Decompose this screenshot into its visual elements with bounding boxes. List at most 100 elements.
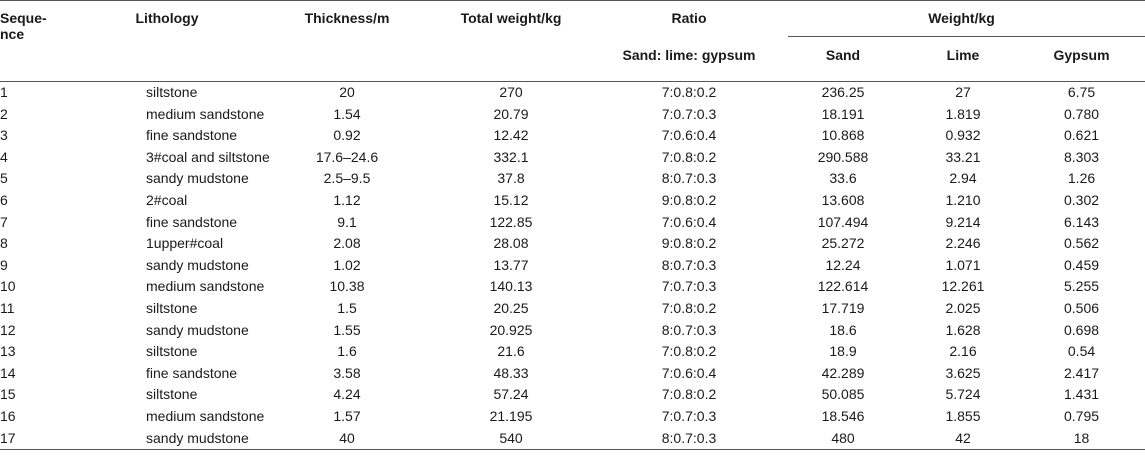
cell-gypsum: 0.698 — [1063, 321, 1100, 338]
cell-sequence: 14 — [0, 364, 16, 381]
header-ratio: Ratio — [671, 10, 707, 26]
cell-total-weight: 37.8 — [497, 170, 525, 187]
cell-total-weight: 332.1 — [493, 148, 529, 165]
cell-lithology: 1upper#coal — [146, 235, 224, 252]
cell-sand: 122.614 — [817, 278, 869, 295]
cell-gypsum: 0.459 — [1063, 256, 1100, 273]
cell-thickness: 1.54 — [333, 105, 361, 122]
header-sand: Sand — [825, 47, 861, 63]
cell-sequence: 6 — [0, 191, 8, 208]
cell-lithology: fine sandstone — [146, 127, 238, 144]
cell-sand: 33.6 — [829, 170, 857, 187]
cell-thickness: 0.92 — [333, 127, 361, 144]
cell-total-weight: 540 — [422, 427, 600, 451]
cell-thickness: 1.55 — [333, 321, 361, 338]
cell-gypsum: 6.75 — [1067, 84, 1096, 100]
cell-ratio: 7:0.7:0.3 — [661, 278, 717, 295]
cell-ratio: 9:0.8:0.2 — [661, 235, 717, 252]
table-row: 17 sandy mudstone 40 540 8:0.7:0.3 480 42 18 — [0, 427, 1145, 451]
cell-sequence: 8 — [0, 235, 8, 252]
cell-lithology: 2#coal — [146, 191, 188, 208]
cell-thickness: 1.02 — [333, 256, 361, 273]
table-row: 4 3#coal and siltstone 17.6–24.6 332.1 7:0.8… — [0, 147, 1145, 169]
cell-lime: 9.214 — [945, 213, 981, 230]
cell-lithology: 3#coal and siltstone — [146, 148, 270, 165]
cell-sand: 18.6 — [829, 321, 857, 338]
table-header: Seque-nce Lithology Thickness/m Total we… — [0, 0, 1145, 82]
cell-lithology: medium sandstone — [146, 278, 265, 295]
cell-sequence: 16 — [0, 407, 16, 424]
cell-gypsum: 8.303 — [1063, 148, 1100, 165]
cell-sand: 18.191 — [821, 105, 865, 122]
cell-ratio: 7:0.8:0.2 — [661, 299, 717, 316]
cell-total-weight: 20.25 — [493, 299, 529, 316]
cell-lithology: fine sandstone — [146, 364, 238, 381]
table-row: 11 siltstone 1.5 20.25 7:0.8:0.2 17.719 2.025 0… — [0, 298, 1145, 320]
cell-lime: 2.246 — [945, 235, 981, 252]
table-row: 13 siltstone 1.6 21.6 7:0.8:0.2 18.9 2.16 0.54 — [0, 341, 1145, 363]
header-gypsum: Gypsum — [1053, 47, 1110, 63]
table-row: 9 sandy mudstone 1.02 13.77 8:0.7:0.3 12.24 1.… — [0, 255, 1145, 277]
similar-material-ratio-table: Seque-nce Lithology Thickness/m Total we… — [0, 0, 1145, 451]
cell-lithology: sandy mudstone — [146, 321, 249, 338]
cell-gypsum: 0.780 — [1063, 105, 1100, 122]
cell-ratio: 7:0.6:0.4 — [661, 127, 717, 144]
cell-lithology: siltstone — [146, 343, 198, 360]
cell-sand: 18.546 — [821, 407, 865, 424]
cell-gypsum: 0.302 — [1063, 191, 1100, 208]
header-lime: Lime — [946, 47, 980, 63]
cell-ratio: 8:0.7:0.3 — [600, 427, 778, 451]
cell-thickness: 3.58 — [333, 364, 361, 381]
cell-gypsum: 0.54 — [1067, 343, 1096, 360]
cell-sand: 107.494 — [817, 213, 869, 230]
header-row-primary: Seque-nce Lithology Thickness/m Total we… — [0, 0, 1145, 42]
cell-ratio: 8:0.7:0.3 — [661, 170, 717, 187]
cell-sand: 50.085 — [821, 386, 865, 403]
cell-lime: 3.625 — [945, 364, 981, 381]
cell-total-weight: 270 — [499, 84, 523, 100]
cell-sand: 480 — [778, 427, 908, 451]
cell-lithology: medium sandstone — [146, 105, 265, 122]
cell-lime: 12.261 — [941, 278, 985, 295]
cell-lime: 33.21 — [945, 148, 981, 165]
header-sequence: Seque-nce — [0, 10, 47, 42]
table-row: 14 fine sandstone 3.58 48.33 7:0.6:0.4 42.289… — [0, 363, 1145, 385]
cell-lime: 2.94 — [949, 170, 977, 187]
cell-sequence: 9 — [0, 256, 8, 273]
cell-lime: 1.819 — [945, 105, 981, 122]
cell-total-weight: 57.24 — [493, 386, 529, 403]
cell-thickness: 9.1 — [337, 213, 357, 230]
cell-sequence: 1 — [0, 84, 8, 100]
cell-ratio: 7:0.8:0.2 — [661, 84, 717, 100]
table-row: 7 fine sandstone 9.1 122.85 7:0.6:0.4 107.494… — [0, 212, 1145, 234]
table-body: 1 siltstone 20 270 7:0.8:0.2 236.25 27 6.75 2 med… — [0, 82, 1145, 451]
cell-total-weight: 28.08 — [493, 235, 529, 252]
cell-lime: 2.025 — [945, 299, 981, 316]
cell-gypsum: 18 — [1018, 427, 1145, 451]
cell-lithology: siltstone — [146, 84, 198, 100]
cell-gypsum: 0.795 — [1063, 407, 1100, 424]
cell-gypsum: 0.506 — [1063, 299, 1100, 316]
cell-lithology: medium sandstone — [146, 407, 265, 424]
cell-lime: 1.855 — [945, 407, 981, 424]
cell-gypsum: 1.431 — [1063, 386, 1100, 403]
cell-ratio: 7:0.6:0.4 — [661, 364, 717, 381]
cell-lithology: sandy mudstone — [62, 427, 272, 451]
table-row: 10 medium sandstone 10.38 140.13 7:0.7:0.3 12… — [0, 276, 1145, 298]
cell-lime: 5.724 — [945, 386, 981, 403]
cell-total-weight: 13.77 — [493, 256, 529, 273]
cell-lime: 1.210 — [945, 191, 981, 208]
cell-total-weight: 20.79 — [493, 105, 529, 122]
cell-ratio: 7:0.8:0.2 — [661, 148, 717, 165]
cell-ratio: 7:0.6:0.4 — [661, 213, 717, 230]
cell-total-weight: 21.6 — [497, 343, 525, 360]
table-row: 6 2#coal 1.12 15.12 9:0.8:0.2 13.608 1.210 0.30… — [0, 190, 1145, 212]
header-ratio-sub: Sand: lime: gypsum — [622, 47, 756, 63]
cell-thickness: 1.6 — [337, 343, 357, 360]
cell-lime: 2.16 — [949, 343, 977, 360]
cell-lithology: sandy mudstone — [146, 256, 249, 273]
cell-total-weight: 15.12 — [493, 191, 529, 208]
cell-sequence: 17 — [0, 427, 62, 451]
table-row: 15 siltstone 4.24 57.24 7:0.8:0.2 50.085 5.724… — [0, 384, 1145, 406]
